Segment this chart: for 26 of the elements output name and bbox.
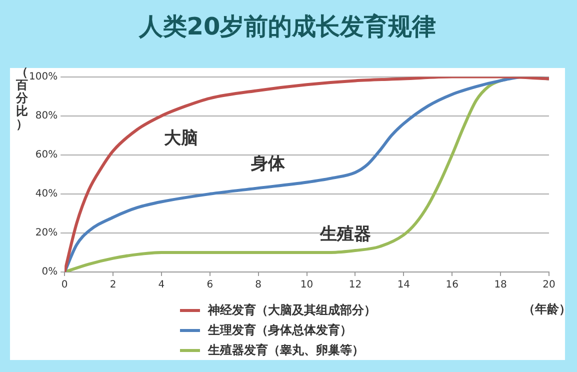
annotation: 身体 bbox=[250, 154, 286, 174]
x-tick-label: 4 bbox=[158, 280, 165, 291]
x-tick-label: 6 bbox=[206, 280, 214, 291]
annotation: 大脑 bbox=[164, 128, 198, 149]
y-tick-label: 100% bbox=[28, 71, 58, 82]
legend-label: 生理发育（身体总体发育） bbox=[208, 322, 352, 338]
y-tick-label: 60% bbox=[35, 149, 58, 160]
x-tick-label: 14 bbox=[397, 280, 410, 291]
x-tick-label: 10 bbox=[300, 280, 314, 291]
legend-label: 生殖器发育（睾丸、卵巢等） bbox=[208, 342, 364, 358]
x-tick-label: 18 bbox=[494, 280, 507, 291]
annotation: 生殖器 bbox=[319, 224, 372, 244]
x-tick-label: 0 bbox=[61, 280, 68, 291]
x-tick-label: 16 bbox=[446, 280, 458, 291]
legend-label: 神经发育（大脑及其组成部分） bbox=[208, 302, 376, 318]
y-tick-label: 20% bbox=[35, 228, 58, 239]
x-tick-label: 2 bbox=[110, 280, 116, 291]
x-tick-label: 20 bbox=[542, 280, 556, 291]
x-tick-label: 12 bbox=[348, 280, 362, 291]
chart-title: 人类20岁前的成长发育规律 bbox=[138, 12, 436, 41]
y-tick-label: 0% bbox=[42, 266, 58, 278]
y-axis-title: （百分比） bbox=[15, 64, 29, 131]
x-tick-label: 8 bbox=[255, 280, 262, 291]
y-tick-label: 80% bbox=[35, 110, 58, 122]
x-axis-title: （年龄） bbox=[523, 302, 571, 316]
y-tick-label: 40% bbox=[35, 188, 58, 200]
